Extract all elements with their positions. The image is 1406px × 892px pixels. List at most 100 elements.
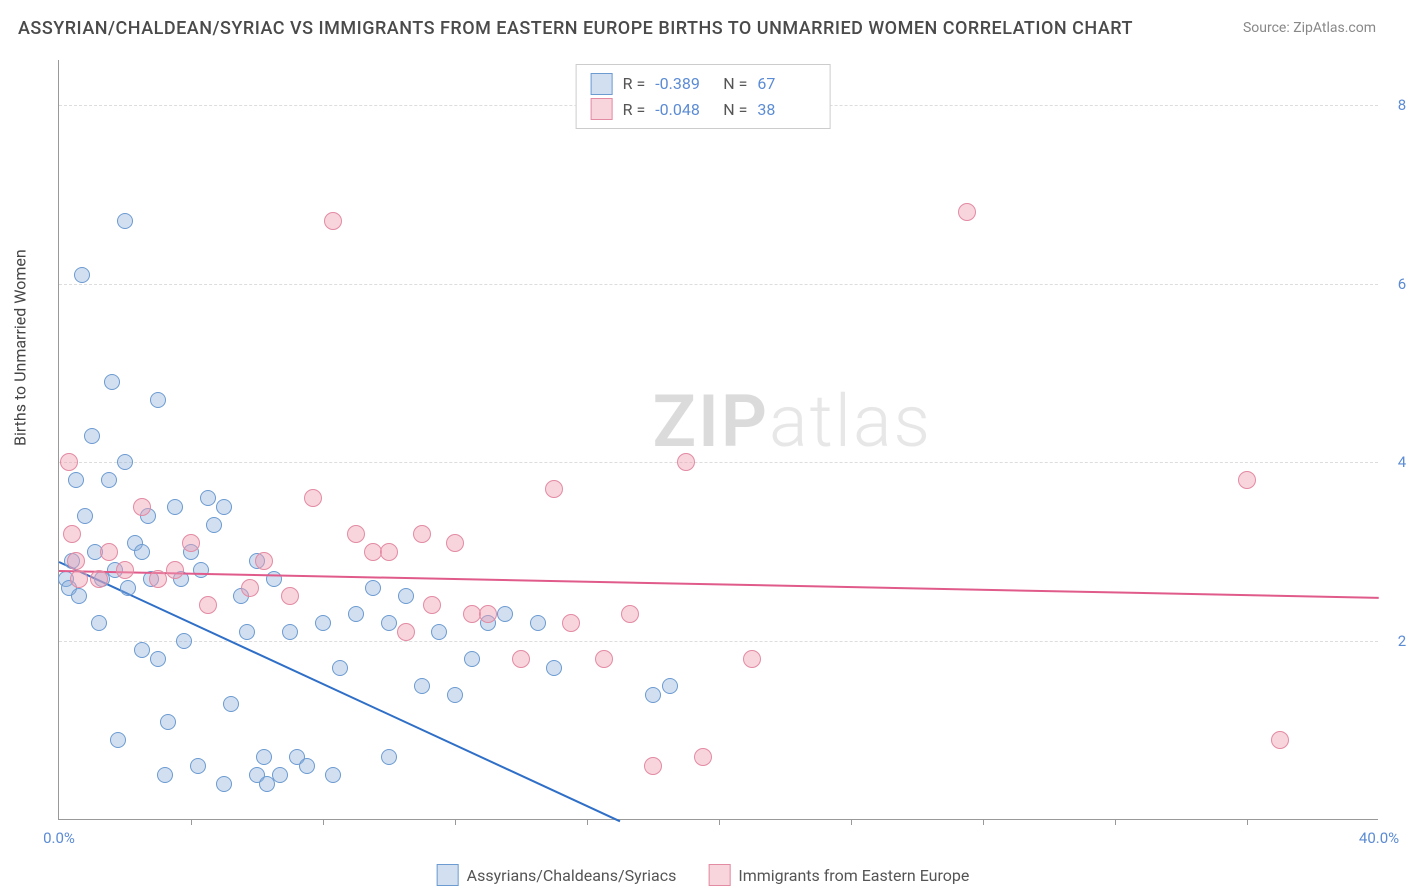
gridline [59, 284, 1378, 285]
legend-item: Immigrants from Eastern Europe [708, 864, 969, 886]
data-point [160, 714, 176, 730]
x-tick-mark [851, 819, 852, 825]
stat-n-value: 67 [757, 71, 815, 97]
swatch-icon [591, 98, 613, 120]
data-point [464, 651, 480, 667]
x-tick-mark [1247, 819, 1248, 825]
data-point [281, 587, 299, 605]
data-point [134, 544, 150, 560]
data-point [193, 562, 209, 578]
y-axis-label: Births to Unmarried Women [11, 249, 30, 446]
data-point [512, 650, 530, 668]
data-point [150, 392, 166, 408]
x-tick-mark [719, 819, 720, 825]
data-point [117, 213, 133, 229]
x-tick-mark [983, 819, 984, 825]
data-point [60, 453, 78, 471]
x-tick-label: 0.0% [43, 829, 75, 847]
data-point [398, 588, 414, 604]
x-tick-mark [191, 819, 192, 825]
data-point [324, 212, 342, 230]
data-point [190, 758, 206, 774]
chart-title: ASSYRIAN/CHALDEAN/SYRIAC VS IMMIGRANTS F… [18, 18, 1133, 39]
data-point [446, 534, 464, 552]
y-tick-label: 20.0% [1398, 632, 1406, 650]
data-point [110, 732, 126, 748]
stat-row: R =-0.048N =38 [591, 97, 816, 123]
data-point [381, 615, 397, 631]
y-tick-label: 60.0% [1398, 275, 1406, 293]
legend-item: Assyrians/Chaldeans/Syriacs [437, 864, 677, 886]
swatch-icon [591, 73, 613, 95]
data-point [167, 499, 183, 515]
data-point [104, 374, 120, 390]
data-point [694, 748, 712, 766]
data-point [149, 570, 167, 588]
data-point [63, 525, 81, 543]
data-point [282, 624, 298, 640]
data-point [117, 454, 133, 470]
data-point [348, 606, 364, 622]
data-point [77, 508, 93, 524]
data-point [241, 579, 259, 597]
data-point [644, 757, 662, 775]
data-point [380, 543, 398, 561]
data-point [176, 633, 192, 649]
stat-n-label: N = [723, 97, 747, 123]
data-point [621, 605, 639, 623]
data-point [157, 767, 173, 783]
data-point [958, 203, 976, 221]
data-point [1238, 471, 1256, 489]
data-point [71, 588, 87, 604]
data-point [199, 596, 217, 614]
data-point [662, 678, 678, 694]
data-point [272, 767, 288, 783]
data-point [206, 517, 222, 533]
gridline [59, 641, 1378, 642]
data-point [530, 615, 546, 631]
data-point [645, 687, 661, 703]
data-point [90, 570, 108, 588]
chart-container: ASSYRIAN/CHALDEAN/SYRIAC VS IMMIGRANTS F… [0, 0, 1406, 892]
data-point [423, 596, 441, 614]
data-point [239, 624, 255, 640]
data-point [216, 776, 232, 792]
data-point [497, 606, 513, 622]
stat-n-label: N = [723, 71, 747, 97]
data-point [381, 749, 397, 765]
legend-label: Assyrians/Chaldeans/Syriacs [467, 866, 677, 885]
data-point [413, 525, 431, 543]
data-point [84, 428, 100, 444]
data-point [365, 580, 381, 596]
y-tick-label: 40.0% [1398, 453, 1406, 471]
x-tick-label: 40.0% [1359, 829, 1399, 847]
data-point [133, 498, 151, 516]
data-point [120, 580, 136, 596]
gridline [59, 462, 1378, 463]
legend-label: Immigrants from Eastern Europe [738, 866, 969, 885]
data-point [447, 687, 463, 703]
data-point [266, 571, 282, 587]
plot-area: ZIPatlas 20.0%40.0%60.0%80.0%0.0%40.0% [58, 60, 1378, 820]
data-point [223, 696, 239, 712]
data-point [545, 480, 563, 498]
data-point [74, 267, 90, 283]
data-point [546, 660, 562, 676]
data-point [116, 561, 134, 579]
data-point [595, 650, 613, 668]
watermark: ZIPatlas [653, 379, 933, 464]
trend-line [59, 561, 621, 822]
data-point [743, 650, 761, 668]
data-point [91, 615, 107, 631]
data-point [479, 605, 497, 623]
data-point [1271, 731, 1289, 749]
data-point [347, 525, 365, 543]
stat-r-label: R = [623, 71, 646, 97]
data-point [134, 642, 150, 658]
data-point [182, 534, 200, 552]
x-tick-mark [455, 819, 456, 825]
data-point [325, 767, 341, 783]
x-tick-mark [323, 819, 324, 825]
data-point [414, 678, 430, 694]
stat-r-label: R = [623, 97, 646, 123]
